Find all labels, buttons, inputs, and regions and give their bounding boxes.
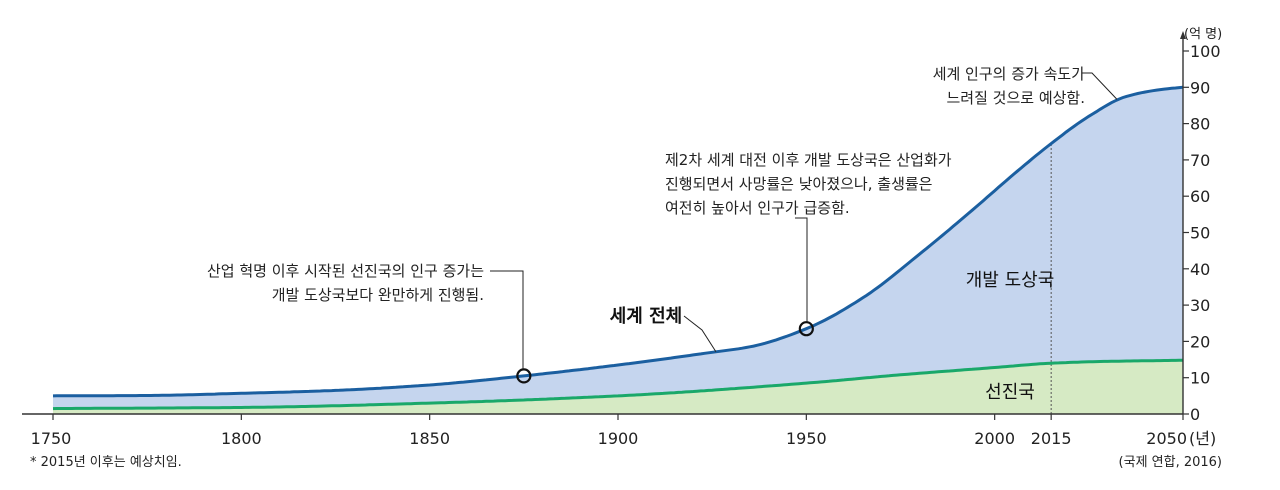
annotation-slowdown-leader (1082, 72, 1118, 100)
region-label-developed: 선진국 (985, 382, 1035, 403)
y-tick-label: 0 (1190, 405, 1200, 424)
y-tick-label: 80 (1190, 115, 1210, 134)
y-tick-label: 30 (1190, 296, 1210, 315)
developed-area (53, 360, 1183, 414)
y-axis-arrow (1180, 31, 1186, 39)
y-tick-label: 100 (1190, 42, 1221, 61)
x-tick-label: 1750 (31, 429, 72, 448)
annotation-ww2-line: 진행되면서 사망률은 낮아졌으나, 출생률은 (665, 175, 932, 193)
x-tick-label: 2015 (1031, 429, 1072, 448)
series-label-world: 세계 전체 (610, 306, 683, 327)
annotation-industrial-line: 산업 혁명 이후 시작된 선진국의 인구 증가는 (207, 262, 484, 280)
developed-line (52, 358, 1183, 411)
y-tick-label: 60 (1190, 187, 1210, 206)
lines-layer (52, 85, 1184, 411)
x-tick-label: 1900 (598, 429, 639, 448)
x-tick-label: 1800 (221, 429, 262, 448)
marker-circle (798, 321, 814, 337)
annotation-ww2-line: 여전히 높아서 인구가 급증함. (665, 199, 850, 217)
annotation-slowdown-line: 세계 인구의 증가 속도가 (933, 65, 1086, 83)
series-label-leader (683, 315, 717, 353)
region-label-developing: 개발 도상국 (966, 270, 1055, 291)
x-unit-label: (년) (1189, 429, 1216, 448)
x-tick-label: 1850 (409, 429, 450, 448)
x-tick-label: 2050 (1146, 429, 1187, 448)
y-tick-label: 40 (1190, 260, 1210, 279)
annotation-ww2-line: 제2차 세계 대전 이후 개발 도상국은 산업화가 (665, 151, 952, 169)
footnote: * 2015년 이후는 예상치임. (30, 455, 182, 470)
y-tick-label: 10 (1190, 369, 1210, 388)
areas-layer (53, 87, 1183, 414)
annotation-ww2-leader (795, 217, 808, 322)
y-tick-label: 50 (1190, 224, 1210, 243)
source-note: (국제 연합, 2016) (1119, 455, 1222, 470)
developing-area (53, 87, 1183, 409)
x-tick-label: 2000 (974, 429, 1015, 448)
annotation-slowdown-line: 느려질 것으로 예상함. (946, 89, 1085, 107)
axes-layer: 0 10 20 30 40 50 60 70 80 90 100(억 명) 1750 1800 1850 1… (22, 27, 1222, 448)
world-line (52, 85, 1184, 398)
y-tick-label: 70 (1190, 151, 1210, 170)
annotation-industrial-line: 개발 도상국보다 완만하게 진행됨. (272, 286, 484, 304)
y-tick-label: 90 (1190, 78, 1210, 97)
marker-circle (516, 368, 532, 384)
y-unit-label: (억 명) (1184, 27, 1222, 42)
x-tick-label: 1950 (786, 429, 827, 448)
annotation-industrial-leader (490, 270, 524, 369)
y-tick-label: 20 (1190, 332, 1210, 351)
